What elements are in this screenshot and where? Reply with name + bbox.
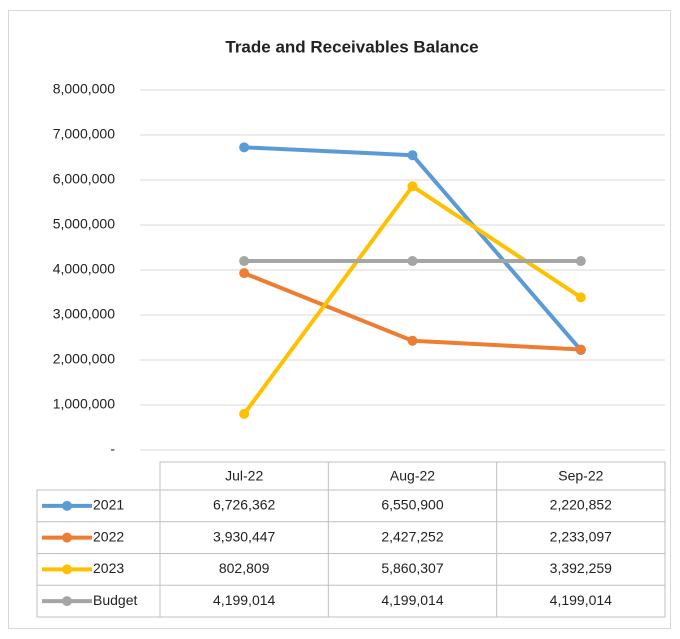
series-point (407, 150, 418, 161)
series-point (575, 292, 586, 303)
legend-key-dot (62, 500, 72, 511)
table-value: 3,930,447 (213, 528, 275, 544)
y-tick-label: 5,000,000 (53, 216, 115, 232)
series-point (239, 256, 250, 267)
series-point (407, 335, 418, 346)
legend-key-dot (62, 532, 72, 543)
table-value: 4,199,014 (381, 592, 443, 608)
y-tick-label: 1,000,000 (53, 396, 115, 412)
legend-label: 2022 (93, 528, 124, 544)
legend-key-dot (62, 596, 72, 607)
legend-label: 2023 (93, 560, 124, 576)
y-tick-label: 2,000,000 (53, 351, 115, 367)
y-tick-label: 6,000,000 (53, 171, 115, 187)
table-value: 802,809 (219, 560, 270, 576)
table-value: 2,427,252 (381, 528, 443, 544)
table-value: 4,199,014 (213, 592, 275, 608)
series-point (407, 256, 418, 267)
series-point (239, 268, 250, 279)
series-point (239, 408, 250, 419)
x-tick-label: Aug-22 (390, 468, 435, 484)
y-tick-label: 8,000,000 (53, 81, 115, 97)
y-tick-label: - (110, 441, 115, 457)
chart-title: Trade and Receivables Balance (225, 37, 478, 56)
series-point (407, 181, 418, 192)
table-value: 6,550,900 (381, 497, 443, 513)
legend-key-dot (62, 564, 72, 575)
legend-label: 2021 (93, 497, 124, 513)
legend-label: Budget (93, 592, 137, 608)
table-value: 2,220,852 (550, 497, 612, 513)
x-tick-label: Sep-22 (558, 468, 603, 484)
y-tick-label: 3,000,000 (53, 306, 115, 322)
y-tick-label: 4,000,000 (53, 261, 115, 277)
table-value: 2,233,097 (550, 528, 612, 544)
table-value: 4,199,014 (550, 592, 612, 608)
series-point (575, 344, 586, 355)
table-value: 6,726,362 (213, 497, 275, 513)
chart-frame (8, 10, 671, 629)
y-tick-label: 7,000,000 (53, 126, 115, 142)
table-value: 5,860,307 (381, 560, 443, 576)
series-point (239, 142, 250, 153)
table-value: 3,392,259 (550, 560, 612, 576)
series-point (575, 256, 586, 267)
x-tick-label: Jul-22 (225, 468, 263, 484)
